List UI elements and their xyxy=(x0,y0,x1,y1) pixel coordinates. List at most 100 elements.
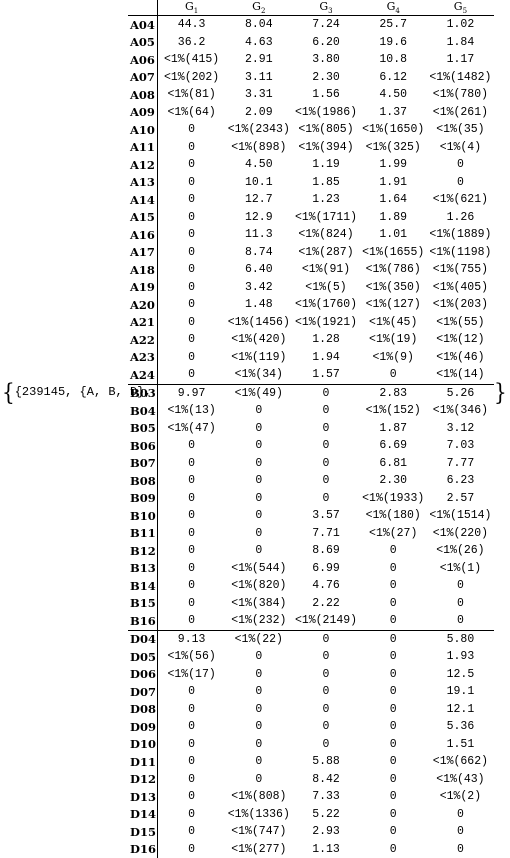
table-cell: 0 xyxy=(158,439,225,452)
table-cell: <1%(662) xyxy=(427,755,494,768)
table-cell: <1%(621) xyxy=(427,193,494,206)
table-cell: 4.76 xyxy=(292,579,359,592)
table-cell: 6.69 xyxy=(360,439,427,452)
table-cell: <1%(824) xyxy=(292,228,359,241)
table-cell: 0 xyxy=(158,246,225,259)
row-label: B10 xyxy=(128,507,158,525)
table-cell: <1%(2149) xyxy=(292,614,359,627)
table-cell: <1%(180) xyxy=(360,509,427,522)
table-cell: 0 xyxy=(292,738,359,751)
table-cell: 1.64 xyxy=(360,193,427,206)
table-cell: 0 xyxy=(292,439,359,452)
table-cell: 1.51 xyxy=(427,738,494,751)
table-cell: 0 xyxy=(158,509,225,522)
table-cell: 1.89 xyxy=(360,211,427,224)
table-cell: 12.5 xyxy=(427,668,494,681)
row-label: D14 xyxy=(128,806,158,824)
table-cell: 6.40 xyxy=(225,263,292,276)
table-cell: 0 xyxy=(427,579,494,592)
table-cell: 0 xyxy=(158,351,225,364)
table-cell: 0 xyxy=(158,720,225,733)
table-cell: 1.01 xyxy=(360,228,427,241)
table-cell: 0 xyxy=(360,368,427,381)
table-cell: <1%(26) xyxy=(427,544,494,557)
row-label: B06 xyxy=(128,437,158,455)
table-cell: 0 xyxy=(158,176,225,189)
table-cell: 0 xyxy=(225,439,292,452)
table-cell: 2.93 xyxy=(292,825,359,838)
table-cell: <1%(277) xyxy=(225,843,292,856)
table-cell: <1%(220) xyxy=(427,527,494,540)
table-cell: <1%(43) xyxy=(427,773,494,786)
table-cell: 1.28 xyxy=(292,333,359,346)
table-cell: 2.57 xyxy=(427,492,494,505)
table-cell: 0 xyxy=(292,668,359,681)
table-cell: 0 xyxy=(427,843,494,856)
table-cell: <1%(747) xyxy=(225,825,292,838)
table-cell: 1.48 xyxy=(225,298,292,311)
table-cell: 1.87 xyxy=(360,422,427,435)
table-cell: <1%(1456) xyxy=(225,316,292,329)
table-cell: 2.83 xyxy=(360,387,427,400)
table-cell: <1%(152) xyxy=(360,404,427,417)
table-cell: 0 xyxy=(225,668,292,681)
row-label: A10 xyxy=(128,121,158,139)
row-label: A18 xyxy=(128,261,158,279)
table-cell: 1.26 xyxy=(427,211,494,224)
table-cell: <1%(346) xyxy=(427,404,494,417)
row-label: B09 xyxy=(128,490,158,508)
row-label: A15 xyxy=(128,209,158,227)
table-cell: 10.1 xyxy=(225,176,292,189)
column-header-g2: G2 xyxy=(225,0,292,15)
table-cell: <1%(1) xyxy=(427,562,494,575)
table-cell: <1%(17) xyxy=(158,668,225,681)
table-cell: <1%(27) xyxy=(360,527,427,540)
table-cell: 0 xyxy=(360,738,427,751)
table-cell: <1%(49) xyxy=(225,387,292,400)
table-cell: 3.57 xyxy=(292,509,359,522)
table-cell: <1%(203) xyxy=(427,298,494,311)
table-cell: 0 xyxy=(225,755,292,768)
table-cell: 0 xyxy=(158,703,225,716)
table-cell: 0 xyxy=(360,685,427,698)
table-cell: 0 xyxy=(360,668,427,681)
row-label: D10 xyxy=(128,736,158,754)
table-cell: 1.91 xyxy=(360,176,427,189)
table-cell: 1.94 xyxy=(292,351,359,364)
table-cell: 0 xyxy=(225,738,292,751)
table-cell: <1%(14) xyxy=(427,368,494,381)
table-cell: 0 xyxy=(427,597,494,610)
table-cell: 0 xyxy=(158,685,225,698)
table-cell: 0 xyxy=(158,825,225,838)
open-brace: { xyxy=(2,381,15,404)
table-cell: <1%(808) xyxy=(225,790,292,803)
table-cell: 0 xyxy=(158,141,225,154)
table-cell: 25.7 xyxy=(360,18,427,31)
table-cell: 1.19 xyxy=(292,158,359,171)
table-cell: <1%(12) xyxy=(427,333,494,346)
row-label: A13 xyxy=(128,174,158,192)
table-cell: 3.31 xyxy=(225,88,292,101)
table-cell: 5.36 xyxy=(427,720,494,733)
table-cell: 0 xyxy=(225,544,292,557)
table-cell: <1%(232) xyxy=(225,614,292,627)
table-cell: 0 xyxy=(292,703,359,716)
table-cell: 0 xyxy=(360,773,427,786)
row-label: A08 xyxy=(128,86,158,104)
row-label: D08 xyxy=(128,701,158,719)
